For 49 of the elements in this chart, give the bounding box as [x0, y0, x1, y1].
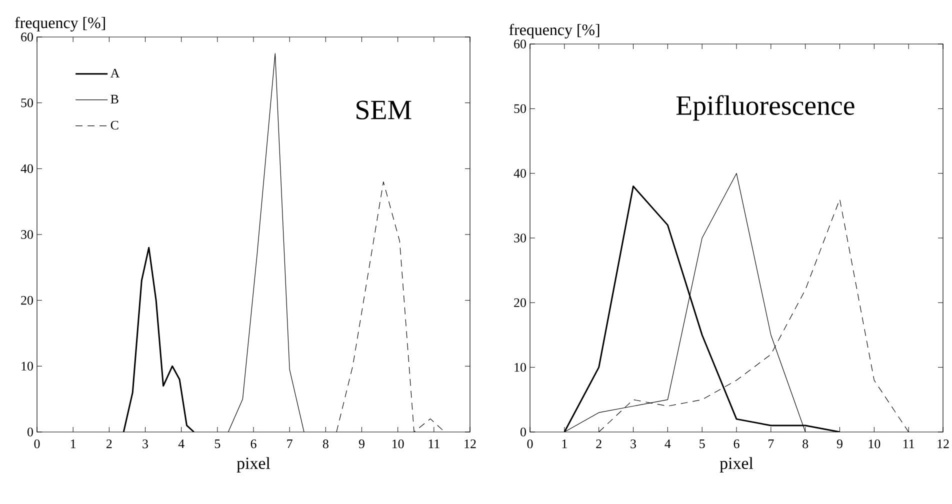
x-tick-label: 6 [734, 440, 740, 448]
x-tick-label: 1 [562, 440, 567, 448]
x-axis-title: pixel [236, 457, 270, 472]
x-tick-label: 7 [768, 440, 774, 448]
x-tick-label: 2 [596, 440, 602, 448]
y-tick-label: 60 [514, 40, 526, 48]
text: SEM [356, 100, 412, 120]
y-tick-label: 30 [514, 234, 526, 242]
x-tick-label: 11 [428, 440, 440, 448]
y-tick-label: 20 [21, 296, 33, 305]
x-tick-label: 6 [250, 440, 256, 448]
x-tick-label: 4 [664, 440, 671, 448]
x-tick-label: 8 [802, 440, 808, 448]
x-tick-label: 11 [904, 440, 914, 448]
y-tick-label: 0 [28, 428, 33, 436]
y-tick-label: 40 [514, 168, 526, 178]
x-tick-label: 5 [214, 440, 220, 448]
y-tick-label: 50 [21, 98, 33, 108]
x-tick-label: 9 [836, 440, 842, 448]
x-axis-title: pixel [720, 457, 754, 472]
x-tick-label: 0 [527, 440, 533, 448]
x-tick-label: 3 [142, 440, 148, 448]
x-tick-label: 10 [392, 440, 404, 448]
x-tick-label: 12 [464, 440, 476, 448]
x-tick-label: 10 [868, 440, 880, 448]
text: Epifluorescence [676, 95, 854, 121]
y-axis-title: frequency [%] [15, 16, 105, 32]
y-tick-label: 50 [514, 104, 526, 114]
y-tick-label: 60 [21, 32, 33, 42]
x-tick-label: 5 [700, 440, 705, 448]
x-tick-label: 8 [322, 440, 328, 448]
x-tick-label: 1 [70, 440, 76, 448]
x-tick-label: 3 [630, 440, 636, 448]
x-tick-label: 4 [178, 440, 184, 448]
y-tick-label: 20 [514, 298, 526, 308]
legend-label: C [110, 120, 118, 130]
y-tick-label: 40 [20, 164, 33, 174]
y-tick-label: 30 [21, 230, 33, 239]
x-tick-label: 12 [938, 440, 949, 448]
legend-label: A [110, 68, 120, 78]
y-tick-label: 10 [514, 362, 526, 372]
y-tick-label: 10 [22, 362, 33, 371]
legend-label: B [110, 94, 118, 104]
x-tick-label: 0 [34, 440, 40, 448]
x-tick-label: 9 [358, 440, 364, 448]
x-tick-label: 7 [287, 440, 292, 448]
y-axis-title: frequency [%] [509, 24, 600, 38]
x-tick-label: 2 [106, 440, 112, 448]
y-tick-label: 0 [520, 428, 526, 436]
